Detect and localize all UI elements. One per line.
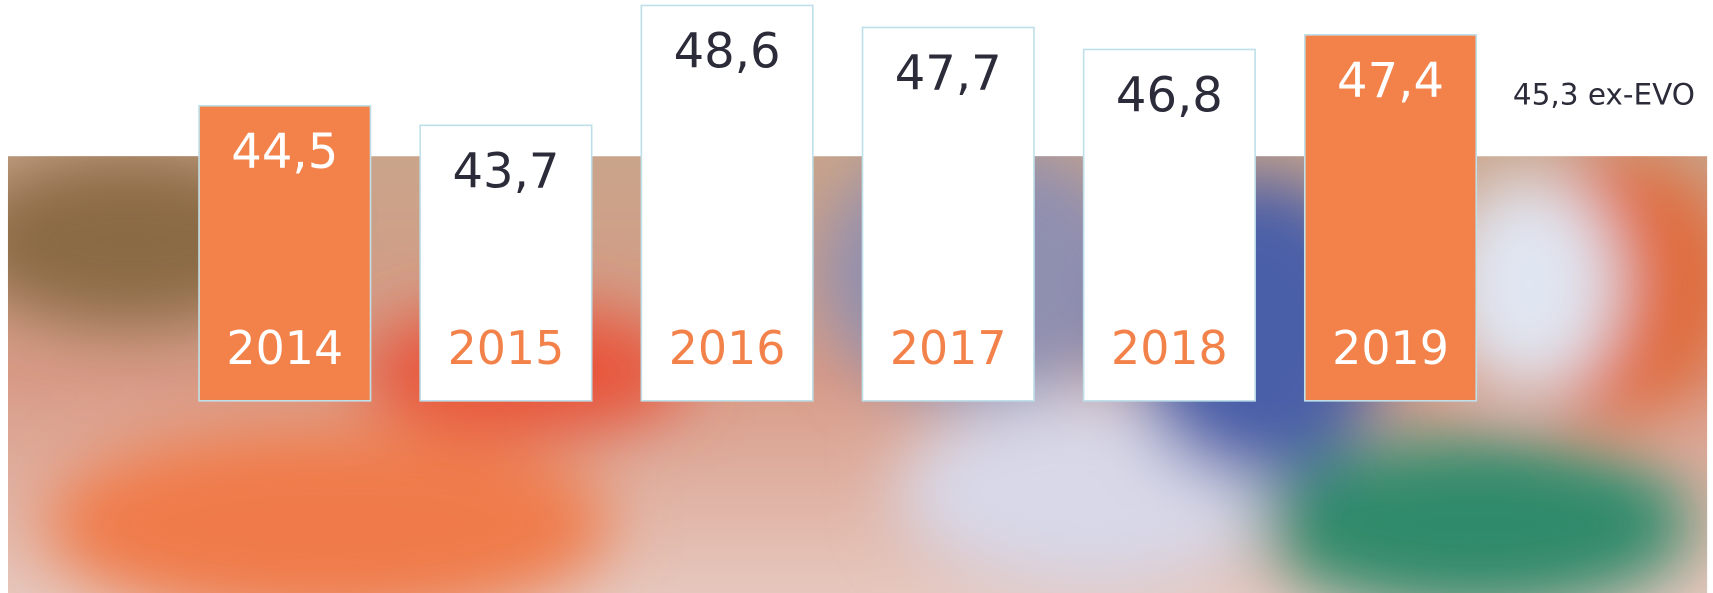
chart: 45,3 ex-EVO 44,5 2014 43,7 2015 48,6 2016 47,7… [0,0,1713,593]
category-label: 2014 [226,321,343,375]
category-label: 2016 [669,321,786,375]
category-label: 2015 [448,321,565,375]
category-label: 2019 [1332,321,1449,375]
value-label: 48,6 [674,24,781,80]
category-label: 2018 [1111,321,1228,375]
value-label: 47,7 [895,46,1002,102]
value-label: 43,7 [452,143,559,199]
category-label: 2017 [890,321,1007,375]
value-label: 47,4 [1337,53,1444,109]
page: 45,3 ex-EVO 44,5 2014 43,7 2015 48,6 2016 47,7… [0,0,1713,593]
value-label: 44,5 [231,124,338,180]
value-label: 46,8 [1116,68,1223,124]
annotation: 45,3 ex-EVO [1513,78,1695,112]
